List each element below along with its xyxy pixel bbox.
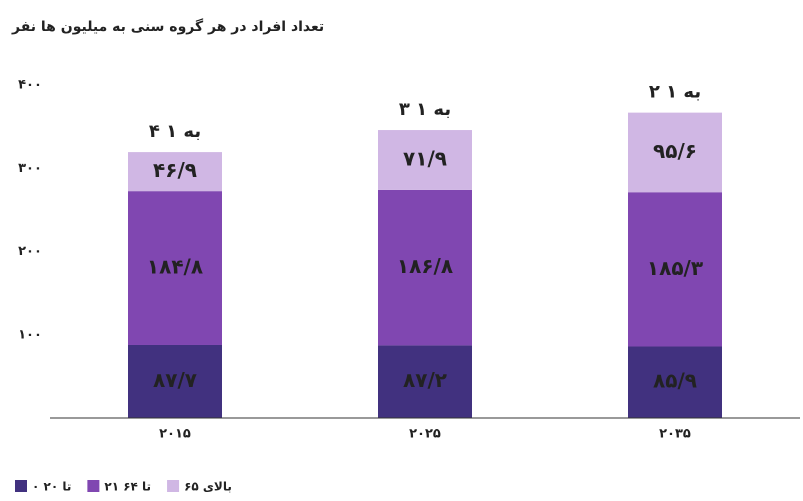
y-tick-label: ۱۰۰ [18,327,42,342]
bar-segment [378,130,472,190]
legend-swatch [167,480,180,492]
bar-segment [378,189,472,346]
value-label: ۴۶/۹ [153,158,197,182]
y-tick-label: ۴۰۰ [18,78,42,93]
value-label: ۸۷/۷ [153,368,197,392]
x-tick-label: ۲۰۲۵ [409,427,441,442]
bar-segment [628,192,722,347]
bar-segment [628,112,722,193]
bar-segment [128,191,222,345]
legend-swatch [87,480,100,492]
legend-label: بالای ۶۵ [184,480,232,494]
bar-annotation: ۲ به ۱ [649,82,701,103]
y-tick-label: ۳۰۰ [18,161,42,176]
x-tick-label: ۲۰۱۵ [159,427,191,442]
value-label: ۱۸۵/۳ [647,256,703,280]
legend-label: ۲۱ تا ۶۴ [104,480,151,494]
bar-segment [628,346,722,418]
bar-annotation: ۴ به ۱ [149,121,201,142]
bar-segment [128,344,222,418]
chart-title: تعداد افراد در هر گروه سنی به میلیون ها … [11,18,324,35]
value-label: ۷۱/۹ [403,146,447,170]
y-tick-label: ۲۰۰ [18,244,42,259]
legend-label: ۰ تا ۲۰ [32,480,71,494]
bar-annotation: ۳ به ۱ [399,99,451,120]
value-label: ۱۸۶/۸ [397,254,453,278]
value-label: ۹۵/۶ [653,139,697,163]
bar-segment [378,345,472,418]
value-label: ۸۷/۲ [403,368,447,392]
x-tick-label: ۲۰۳۵ [659,427,691,442]
value-label: ۱۸۴/۸ [147,255,203,279]
value-label: ۸۵/۹ [653,369,697,393]
legend-swatch [15,480,27,492]
bar-segment [128,152,222,192]
